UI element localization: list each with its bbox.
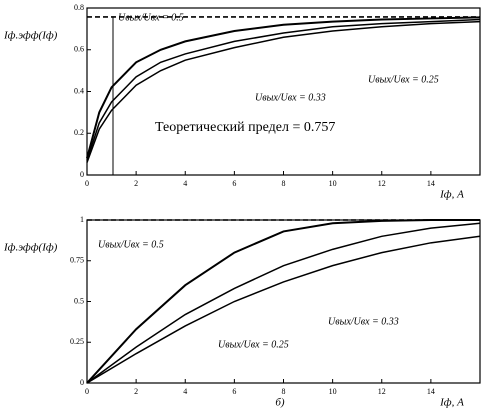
x-axis-label: Iф, А (439, 189, 464, 201)
y-tick-label: 0.4 (74, 86, 84, 95)
x-tick-label: 4 (183, 179, 187, 188)
series-line (86, 20, 481, 163)
series-line (86, 18, 481, 161)
x-tick-label: 2 (134, 387, 138, 396)
y-tick-label: 0.25 (70, 337, 84, 346)
series-line (86, 16, 481, 159)
x-tick-label: 12 (378, 387, 386, 396)
x-tick-label: 8 (282, 179, 286, 188)
y-tick-label: 0.5 (74, 296, 84, 305)
x-tick-label: 0 (85, 179, 89, 188)
x-tick-label: 6 (232, 179, 236, 188)
x-tick-label: 0 (85, 387, 89, 396)
panel-label: б) (275, 397, 285, 409)
x-tick-label: 10 (329, 387, 337, 396)
y-tick-label: 0.6 (74, 45, 84, 54)
series-line (86, 219, 480, 384)
y-axis-label: Iф.эфф(Iф) (3, 30, 58, 42)
x-tick-label: 12 (378, 179, 386, 188)
x-axis-label: Iф, А (439, 397, 464, 409)
x-tick-label: 6 (232, 387, 236, 396)
x-tick-label: 14 (427, 179, 435, 188)
x-tick-label: 4 (183, 387, 187, 396)
series-label: Uвых/Uвх = 0.25 (368, 74, 439, 85)
y-tick-label: 1 (80, 215, 84, 224)
y-tick-label: 0.2 (74, 128, 84, 137)
series-label: Uвых/Uвх = 0.33 (255, 92, 326, 103)
y-tick-label: 0.75 (70, 256, 84, 265)
series-line (86, 222, 481, 384)
y-tick-label: 0 (80, 378, 84, 387)
y-axis-label: Iф.эфф(Iф) (3, 242, 58, 254)
series-label: Uвых/Uвх = 0.33 (328, 316, 399, 327)
series-label: Uвых/Uвх = 0.5 (118, 12, 184, 23)
series-label: Uвых/Uвх = 0.25 (218, 339, 289, 350)
reference-label: Теоретический предел = 0.757 (155, 120, 335, 135)
series-label: Uвых/Uвх = 0.5 (98, 239, 164, 250)
y-tick-label: 0.8 (74, 3, 84, 12)
x-tick-label: 14 (427, 387, 435, 396)
x-tick-label: 10 (329, 179, 337, 188)
y-tick-label: 0 (80, 170, 84, 179)
x-tick-label: 2 (134, 179, 138, 188)
x-tick-label: 8 (282, 387, 286, 396)
series-line (86, 235, 481, 384)
